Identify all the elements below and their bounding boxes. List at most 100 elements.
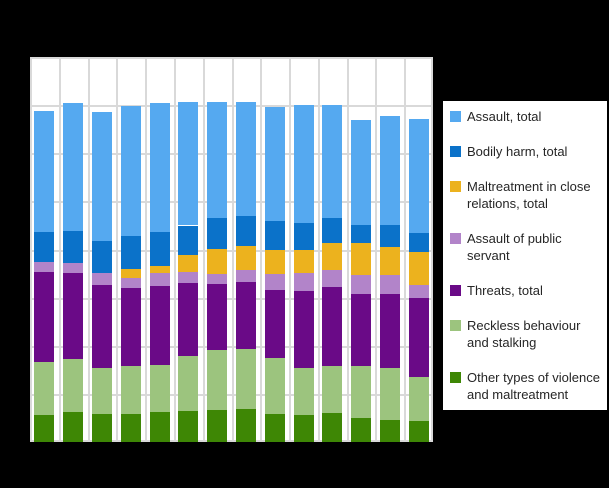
stacked-bar xyxy=(322,57,343,442)
vertical-gridline xyxy=(347,57,349,442)
bar-segment-bodily-harm-total xyxy=(379,224,400,247)
bar-segment-threats-total xyxy=(264,290,285,359)
legend-label: Maltreatment in close relations, total xyxy=(467,179,591,211)
bar-segment-reckless-behaviour-and-stalking xyxy=(293,368,314,415)
bar-segment-reckless-behaviour-and-stalking xyxy=(322,365,343,414)
stacked-bar xyxy=(351,57,371,442)
vertical-gridline xyxy=(404,57,406,442)
legend-item-other-types-of-violence-and-maltreatment: Other types of violence and maltreatment xyxy=(450,369,603,403)
horizontal-gridline xyxy=(30,153,433,155)
vertical-gridline xyxy=(116,57,118,442)
bar-segment-threats-total xyxy=(178,283,199,357)
bar-segment-threats-total xyxy=(322,287,343,366)
bar-segment-other-types-of-violence-and-maltreatment xyxy=(92,413,112,442)
horizontal-gridline xyxy=(30,57,433,59)
legend-swatch-icon xyxy=(450,111,461,122)
bar-segment-other-types-of-violence-and-maltreatment xyxy=(149,412,170,442)
bar-segment-assault-total xyxy=(92,112,112,242)
legend-item-reckless-behaviour-and-stalking: Reckless behaviour and stalking xyxy=(450,317,603,351)
horizontal-gridline xyxy=(30,298,433,300)
bar-segment-maltreatment-in-close-relations-total xyxy=(351,242,371,275)
bar-segment-assault-of-public-servant xyxy=(351,274,371,294)
bar-segment-assault-of-public-servant xyxy=(379,275,400,295)
legend-label: Reckless behaviour and stalking xyxy=(467,318,581,350)
legend-swatch-icon xyxy=(450,285,461,296)
legend-item-assault-of-public-servant: Assault of public servant xyxy=(450,230,603,264)
bar-segment-reckless-behaviour-and-stalking xyxy=(264,358,285,414)
bar-segment-assault-of-public-servant xyxy=(120,277,141,288)
bar-segment-bodily-harm-total xyxy=(351,224,371,243)
bar-segment-reckless-behaviour-and-stalking xyxy=(207,350,228,411)
bar-segment-bodily-harm-total xyxy=(178,225,199,256)
stacked-bar xyxy=(92,57,112,442)
bar-segment-maltreatment-in-close-relations-total xyxy=(120,269,141,278)
legend-label: Assault, total xyxy=(467,109,542,124)
bar-segment-maltreatment-in-close-relations-total xyxy=(235,245,256,271)
bar-segment-assault-total xyxy=(207,102,228,218)
horizontal-gridline xyxy=(30,440,433,442)
legend-swatch-icon xyxy=(450,181,461,192)
bar-segment-reckless-behaviour-and-stalking xyxy=(92,368,112,414)
bar-segment-reckless-behaviour-and-stalking xyxy=(408,377,429,422)
stacked-bar xyxy=(293,57,314,442)
bar-segment-other-types-of-violence-and-maltreatment xyxy=(34,414,55,442)
bar-segment-other-types-of-violence-and-maltreatment xyxy=(63,412,84,442)
bar-segment-threats-total xyxy=(63,272,84,360)
vertical-gridline xyxy=(232,57,234,442)
bar-segment-threats-total xyxy=(379,294,400,369)
bar-segment-other-types-of-violence-and-maltreatment xyxy=(178,411,199,442)
bar-segment-assault-total xyxy=(149,103,170,233)
bar-segment-maltreatment-in-close-relations-total xyxy=(207,248,228,274)
bar-segment-assault-of-public-servant xyxy=(92,273,112,285)
bar-segment-reckless-behaviour-and-stalking xyxy=(63,359,84,413)
bar-segment-other-types-of-violence-and-maltreatment xyxy=(293,414,314,442)
chart-legend: Assault, total Bodily harm, total Maltreat… xyxy=(442,100,608,411)
vertical-gridline xyxy=(30,57,32,442)
bar-segment-assault-of-public-servant xyxy=(322,270,343,287)
bar-segment-assault-total xyxy=(235,102,256,216)
bar-segment-reckless-behaviour-and-stalking xyxy=(178,356,199,412)
bar-segment-reckless-behaviour-and-stalking xyxy=(34,361,55,415)
stacked-bar xyxy=(120,57,141,442)
bar-segment-maltreatment-in-close-relations-total xyxy=(149,265,170,273)
stacked-bar xyxy=(207,57,228,442)
vertical-gridline xyxy=(203,57,205,442)
legend-label: Bodily harm, total xyxy=(467,144,568,159)
bar-segment-assault-total xyxy=(120,105,141,236)
horizontal-gridline xyxy=(30,105,433,107)
bar-segment-other-types-of-violence-and-maltreatment xyxy=(120,413,141,442)
legend-label: Threats, total xyxy=(467,283,543,298)
stacked-bar xyxy=(34,57,55,442)
legend-item-maltreatment-in-close-relations-total: Maltreatment in close relations, total xyxy=(450,178,603,212)
bar-segment-assault-of-public-servant xyxy=(178,271,199,284)
bar-segment-threats-total xyxy=(34,272,55,362)
bar-segment-bodily-harm-total xyxy=(322,218,343,244)
bar-segment-assault-of-public-servant xyxy=(235,270,256,282)
horizontal-gridline xyxy=(30,346,433,348)
legend-item-bodily-harm-total: Bodily harm, total xyxy=(450,143,603,160)
bar-segment-other-types-of-violence-and-maltreatment xyxy=(264,413,285,442)
bar-segment-maltreatment-in-close-relations-total xyxy=(322,243,343,271)
bar-segment-reckless-behaviour-and-stalking xyxy=(235,349,256,410)
bar-segment-bodily-harm-total xyxy=(34,231,55,262)
bar-segment-assault-of-public-servant xyxy=(149,272,170,287)
plot-area xyxy=(30,57,433,442)
bar-segment-bodily-harm-total xyxy=(207,217,228,249)
bar-segment-other-types-of-violence-and-maltreatment xyxy=(408,421,429,442)
bar-segment-maltreatment-in-close-relations-total xyxy=(264,249,285,274)
bar-segment-threats-total xyxy=(293,291,314,369)
stacked-bar xyxy=(149,57,170,442)
bar-segment-threats-total xyxy=(149,286,170,365)
bar-segment-assault-total xyxy=(63,103,84,232)
legend-swatch-icon xyxy=(450,146,461,157)
bar-segment-threats-total xyxy=(92,284,112,369)
bar-segment-assault-of-public-servant xyxy=(293,273,314,292)
bar-segment-maltreatment-in-close-relations-total xyxy=(408,251,429,285)
bar-segment-threats-total xyxy=(351,293,371,367)
legend-swatch-icon xyxy=(450,233,461,244)
bar-segment-assault-total xyxy=(178,102,199,226)
bar-segment-assault-total xyxy=(322,105,343,219)
bar-segment-assault-total xyxy=(379,115,400,225)
bar-segment-assault-total xyxy=(264,106,285,222)
